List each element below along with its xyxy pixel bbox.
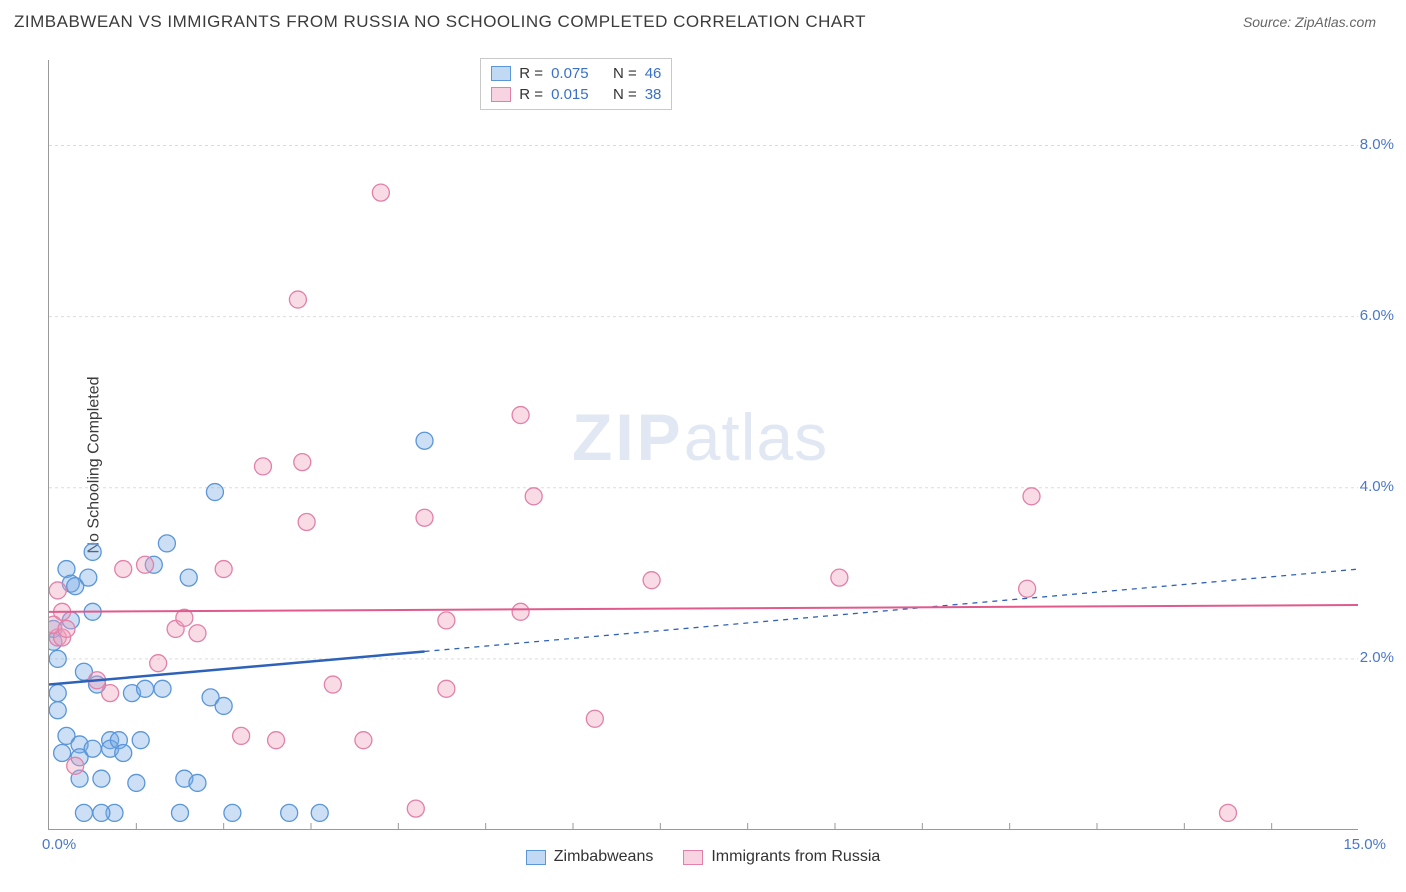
y-tick-label: 8.0% [1360,136,1394,153]
n-value: 38 [645,86,662,103]
stats-swatch-icon [491,66,511,81]
chart-container: No Schooling Completed ZIPatlas R = 0.07… [0,50,1406,880]
r-value: 0.015 [551,86,589,103]
bottom-legend: Zimbabweans Immigrants from Russia [0,834,1406,880]
y-tick-label: 2.0% [1360,649,1394,666]
legend-item: Immigrants from Russia [683,848,880,866]
stats-box: R = 0.075 N = 46 R = 0.015 N = 38 [480,58,672,110]
n-value: 46 [645,65,662,82]
r-label: R = [519,65,543,82]
y-tick-label: 6.0% [1360,307,1394,324]
n-label: N = [613,86,637,103]
legend-label: Immigrants from Russia [711,848,880,866]
source-label: Source: [1243,14,1295,30]
r-label: R = [519,86,543,103]
legend-swatch-icon [526,850,546,865]
chart-header: ZIMBABWEAN VS IMMIGRANTS FROM RUSSIA NO … [0,0,1406,36]
n-label: N = [613,65,637,82]
legend-item: Zimbabweans [526,848,654,866]
stats-row: R = 0.015 N = 38 [491,84,661,105]
r-value: 0.075 [551,65,589,82]
source-value: ZipAtlas.com [1295,14,1376,30]
chart-title: ZIMBABWEAN VS IMMIGRANTS FROM RUSSIA NO … [14,12,866,32]
stats-row: R = 0.075 N = 46 [491,63,661,84]
legend-swatch-icon [683,850,703,865]
legend-label: Zimbabweans [554,848,654,866]
source-attribution: Source: ZipAtlas.com [1243,14,1376,30]
stats-swatch-icon [491,87,511,102]
scatter-plot [48,60,1358,830]
y-tick-label: 4.0% [1360,478,1394,495]
